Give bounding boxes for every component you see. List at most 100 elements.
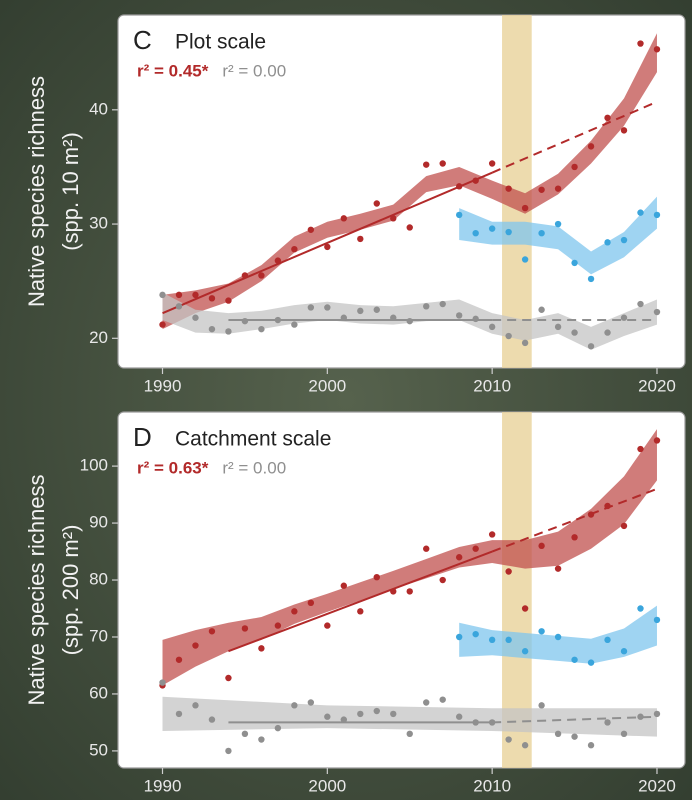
data-point <box>587 343 595 350</box>
data-point <box>241 317 249 325</box>
data-point <box>620 314 628 321</box>
data-point <box>340 582 348 589</box>
data-point <box>472 177 479 184</box>
y-axis-label: (spp. 10 m²) <box>58 132 83 251</box>
data-point <box>291 608 298 615</box>
data-point <box>373 200 380 207</box>
data-point <box>455 211 463 219</box>
data-point <box>390 215 397 222</box>
data-point <box>604 239 611 246</box>
data-point <box>455 312 463 319</box>
fit-statistic: r² = 0.00 <box>222 61 286 80</box>
data-point <box>357 307 364 315</box>
data-point <box>324 243 331 251</box>
data-point <box>192 642 199 649</box>
data-point <box>175 303 183 310</box>
x-tick-label: 2020 <box>638 376 676 395</box>
data-point <box>472 630 479 638</box>
data-point <box>472 229 479 237</box>
fit-statistic: r² = 0.45* <box>137 61 209 80</box>
data-point <box>521 648 529 655</box>
panel-label: D <box>133 422 152 452</box>
data-point <box>538 229 545 237</box>
data-point <box>455 183 463 190</box>
x-tick-label: 2020 <box>638 776 676 795</box>
x-tick-label: 2010 <box>473 376 511 395</box>
data-point <box>653 308 661 316</box>
data-point <box>258 645 265 652</box>
data-point <box>488 323 496 331</box>
data-point <box>390 314 397 321</box>
data-point <box>620 127 628 134</box>
data-point <box>521 204 529 212</box>
x-tick-label: 1990 <box>144 376 182 395</box>
y-tick-label: 30 <box>89 214 108 233</box>
data-point <box>225 328 232 335</box>
y-axis-label: Native species richness <box>24 474 49 705</box>
panel-title: Plot scale <box>175 31 266 54</box>
data-point <box>406 317 413 325</box>
data-point <box>620 730 628 738</box>
data-point <box>521 742 529 749</box>
data-point <box>538 628 545 635</box>
data-point <box>604 329 611 336</box>
data-point <box>604 114 611 122</box>
data-point <box>604 636 611 644</box>
x-tick-label: 2010 <box>473 776 511 795</box>
x-tick-label: 1990 <box>144 776 182 795</box>
data-point <box>521 605 529 612</box>
data-point <box>587 143 595 150</box>
data-point <box>554 633 562 641</box>
fit-statistic: r² = 0.00 <box>222 458 286 477</box>
data-point <box>505 185 512 192</box>
data-point <box>439 696 446 703</box>
data-point <box>488 531 496 538</box>
data-point <box>258 272 265 279</box>
data-point <box>390 588 397 595</box>
data-point <box>340 314 348 321</box>
data-point <box>637 300 644 308</box>
data-point <box>587 659 595 666</box>
data-point <box>423 303 430 310</box>
data-point <box>258 325 265 333</box>
data-point <box>241 272 249 279</box>
data-point <box>208 295 216 302</box>
data-point <box>554 220 562 228</box>
confidence-band <box>459 196 657 275</box>
data-point <box>307 599 315 607</box>
data-point <box>653 46 661 53</box>
data-point <box>423 161 430 168</box>
data-point <box>472 545 479 552</box>
y-axis-label: Native species richness <box>24 76 49 307</box>
data-point <box>307 304 315 311</box>
data-point <box>620 522 628 530</box>
data-point <box>357 608 364 615</box>
data-point <box>291 245 298 253</box>
data-point <box>340 215 348 222</box>
x-tick-label: 2000 <box>308 776 346 795</box>
data-point <box>538 542 545 550</box>
data-point <box>340 716 348 723</box>
confidence-band <box>162 429 657 686</box>
data-point <box>554 565 562 572</box>
data-point <box>192 314 199 321</box>
data-point <box>587 275 595 283</box>
data-point <box>390 710 397 718</box>
y-axis-label: (spp. 200 m²) <box>58 525 83 656</box>
data-point <box>208 716 216 723</box>
data-point <box>373 573 380 581</box>
data-point <box>571 163 578 171</box>
data-point <box>653 211 661 219</box>
data-point <box>258 736 265 743</box>
data-point <box>373 306 380 313</box>
panel-label: C <box>133 25 152 55</box>
data-point <box>653 710 661 718</box>
y-tick-label: 50 <box>89 740 108 759</box>
data-point <box>291 702 298 709</box>
data-point <box>175 291 183 299</box>
data-point <box>175 710 183 718</box>
data-point <box>274 724 282 732</box>
data-point <box>637 209 644 216</box>
data-point <box>620 236 628 244</box>
